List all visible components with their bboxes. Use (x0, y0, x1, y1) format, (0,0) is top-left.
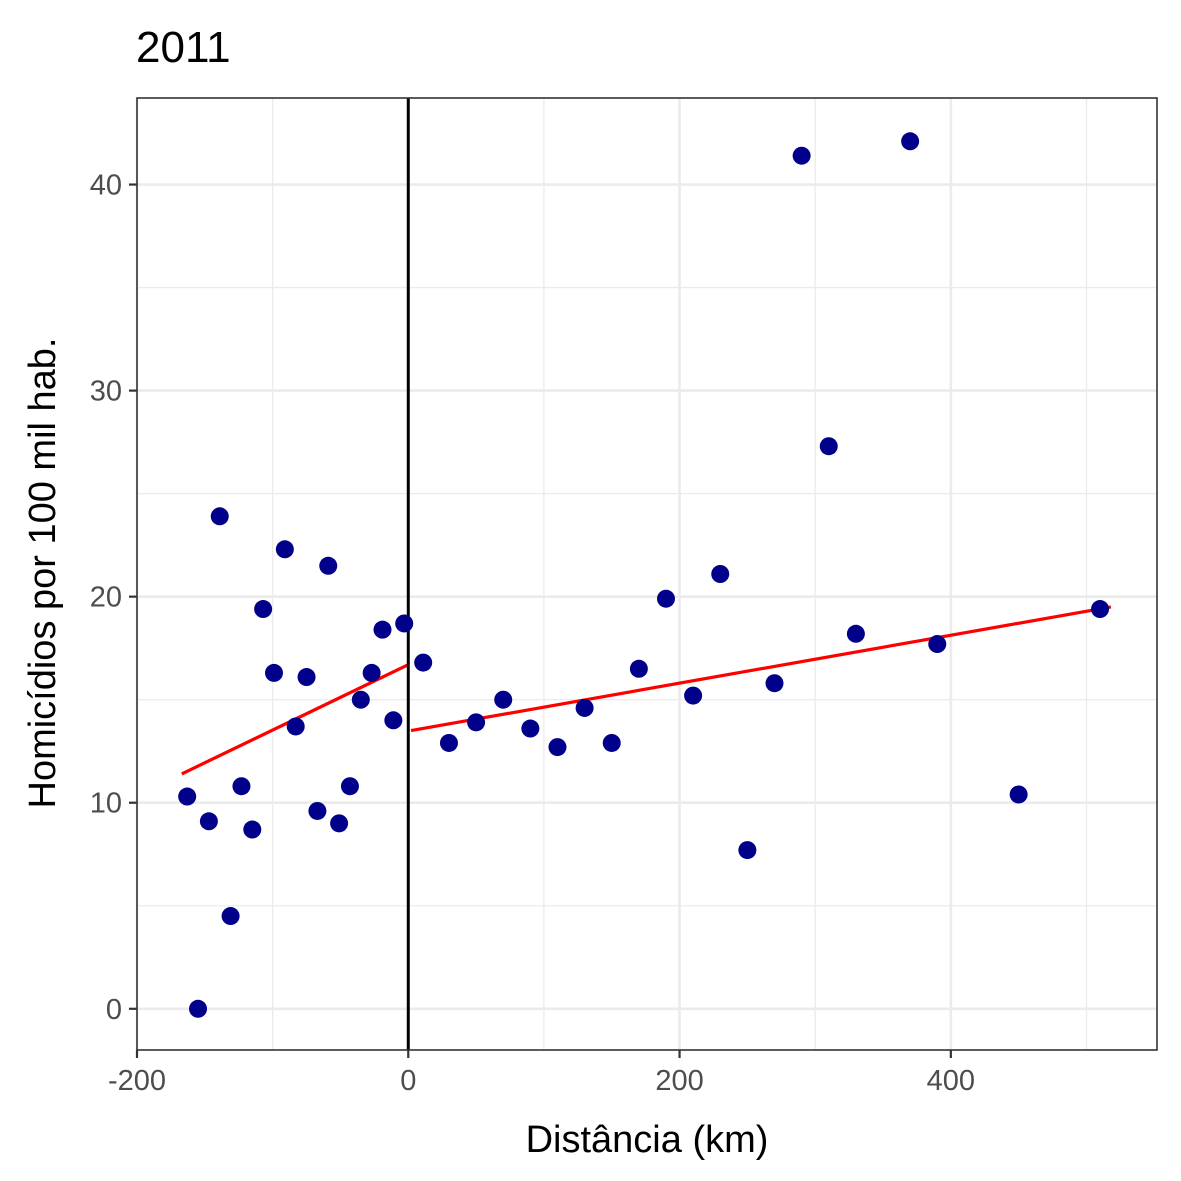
data-point (467, 713, 486, 732)
data-point (330, 814, 349, 833)
data-point (629, 659, 648, 678)
data-point (494, 690, 513, 709)
data-point (232, 777, 251, 796)
data-point (395, 614, 414, 633)
data-point (901, 132, 920, 151)
chart-title: 2011 (136, 23, 231, 72)
data-point (308, 801, 327, 820)
fit-line (410, 605, 1112, 733)
data-point (819, 437, 838, 456)
x-tick-label: 400 (927, 1065, 975, 1097)
data-point (243, 820, 262, 839)
data-point (384, 711, 403, 730)
data-point (275, 540, 294, 559)
y-axis-title: Homicídios por 100 mil hab. (22, 338, 64, 809)
data-point (178, 787, 197, 806)
data-point (199, 812, 218, 831)
y-tick-label: 30 (90, 376, 122, 408)
panel-border (136, 97, 1158, 1051)
x-tick-label: 200 (655, 1065, 703, 1097)
data-point (684, 686, 703, 705)
data-point (439, 733, 458, 752)
data-point (602, 733, 621, 752)
data-point (286, 717, 305, 736)
x-axis-title: Distância (km) (526, 1119, 769, 1161)
data-point (792, 146, 811, 165)
data-point (575, 698, 594, 717)
data-point (711, 565, 730, 583)
data-point (351, 690, 370, 709)
y-tick-label: 10 (90, 788, 122, 820)
data-point (928, 635, 947, 654)
x-axis: -200 0 200 400 (108, 1050, 975, 1097)
data-point (210, 507, 229, 526)
y-tick-label: 0 (106, 994, 122, 1026)
x-tick-label: 0 (400, 1065, 416, 1097)
data-point (221, 907, 240, 926)
data-point (340, 777, 359, 796)
data-point (521, 719, 540, 738)
y-axis: 0 10 20 30 40 (90, 170, 137, 1026)
data-point (738, 841, 757, 860)
data-point (846, 624, 865, 643)
data-point (189, 999, 208, 1018)
data-point (362, 663, 381, 682)
data-point (765, 674, 784, 693)
data-point (1009, 785, 1028, 804)
data-point (373, 620, 392, 639)
data-point (297, 668, 316, 687)
data-point (254, 600, 273, 619)
data-point (1091, 600, 1110, 619)
y-tick-label: 20 (90, 582, 122, 614)
data-point (548, 738, 567, 757)
data-point (414, 653, 433, 672)
x-tick-label: -200 (108, 1065, 166, 1097)
data-point (264, 663, 283, 682)
grid-minor (137, 98, 1157, 1050)
data-point (319, 556, 338, 575)
data-point (656, 589, 675, 608)
y-tick-label: 40 (90, 170, 122, 202)
data-points (178, 132, 1110, 1018)
